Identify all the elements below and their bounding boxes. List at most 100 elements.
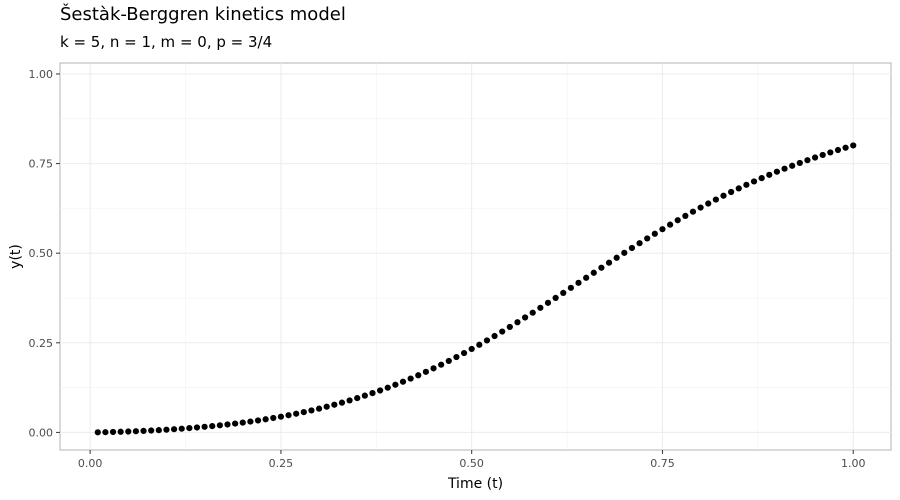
data-point [636, 240, 643, 247]
data-point [529, 309, 536, 316]
data-point [659, 226, 666, 233]
data-point [613, 254, 620, 261]
data-point [163, 426, 170, 433]
data-point [331, 401, 338, 408]
data-point [773, 168, 781, 175]
data-point [720, 192, 727, 199]
data-point [666, 221, 674, 228]
data-point [247, 418, 254, 425]
data-point [712, 196, 719, 203]
data-point [491, 332, 498, 340]
data-point [270, 414, 277, 422]
data-point [697, 204, 704, 211]
data-point [117, 428, 124, 435]
data-point [804, 157, 811, 164]
data-point [384, 384, 391, 391]
data-point [323, 403, 330, 410]
chart-subtitle: k = 5, n = 1, m = 0, p = 3/4 [60, 33, 273, 51]
data-point [689, 208, 697, 215]
data-point [651, 230, 658, 237]
data-point [277, 413, 285, 420]
data-point [186, 424, 193, 432]
data-point [575, 279, 582, 286]
data-point [605, 259, 613, 266]
y-tick-label: 0.50 [29, 247, 54, 260]
data-point [361, 392, 368, 399]
x-tick-label: 0.75 [650, 457, 675, 470]
data-point [468, 345, 475, 353]
data-point [415, 372, 422, 379]
data-point [445, 357, 452, 365]
chart-title: Šestàk-Berggren kinetics model [60, 4, 346, 25]
data-point [750, 178, 758, 185]
data-point [407, 375, 414, 382]
data-point [438, 361, 445, 368]
data-point [827, 149, 834, 156]
y-tick-label: 0.75 [29, 158, 54, 171]
data-point [499, 328, 506, 335]
data-point [552, 294, 559, 301]
x-axis-title: Time (t) [447, 476, 503, 492]
data-point [140, 427, 147, 434]
data-point [148, 427, 155, 434]
data-point [224, 421, 231, 428]
data-point [300, 409, 307, 416]
data-point [628, 244, 636, 252]
data-point [354, 394, 361, 402]
data-point [308, 407, 315, 414]
data-point [850, 142, 857, 149]
data-point [232, 420, 239, 427]
x-tick-label: 0.25 [269, 457, 294, 470]
data-point [819, 151, 826, 159]
data-point [842, 144, 849, 151]
data-point [506, 323, 513, 331]
data-point [392, 381, 399, 388]
data-point [583, 274, 590, 281]
data-point [377, 387, 384, 394]
data-point [285, 412, 292, 419]
data-point [796, 159, 803, 167]
data-point [537, 304, 544, 311]
data-point [834, 146, 842, 154]
x-tick-label: 0.00 [78, 457, 103, 470]
data-point [209, 422, 216, 430]
data-point [735, 185, 742, 192]
data-point [728, 188, 735, 196]
data-point [743, 181, 750, 188]
data-point [422, 368, 429, 375]
data-point [399, 378, 407, 385]
data-point [674, 217, 681, 224]
data-point [369, 390, 376, 397]
data-point [315, 405, 323, 412]
data-point [125, 428, 132, 435]
data-point [789, 162, 796, 169]
data-point [155, 427, 162, 434]
y-tick-label: 0.25 [29, 337, 54, 350]
data-point [193, 424, 201, 431]
x-tick-label: 0.50 [459, 457, 484, 470]
y-tick-label: 1.00 [29, 68, 54, 81]
data-point [453, 353, 460, 361]
y-tick-label: 0.00 [29, 426, 54, 439]
data-point [644, 235, 651, 242]
data-point [758, 174, 765, 182]
data-point [483, 337, 491, 344]
data-point [338, 399, 346, 406]
data-point [567, 284, 574, 291]
data-point [132, 428, 140, 435]
minor-gridlines [60, 63, 891, 450]
data-point [430, 365, 437, 372]
data-point [522, 314, 529, 321]
data-point [682, 212, 689, 220]
data-point [293, 410, 300, 417]
data-point [460, 349, 468, 357]
major-gridlines [60, 63, 891, 450]
data-point [476, 341, 483, 348]
data-point [544, 299, 552, 306]
data-point [781, 165, 788, 172]
data-point [170, 426, 178, 433]
data-point [514, 319, 521, 326]
data-point [94, 429, 101, 436]
data-point [109, 428, 117, 436]
